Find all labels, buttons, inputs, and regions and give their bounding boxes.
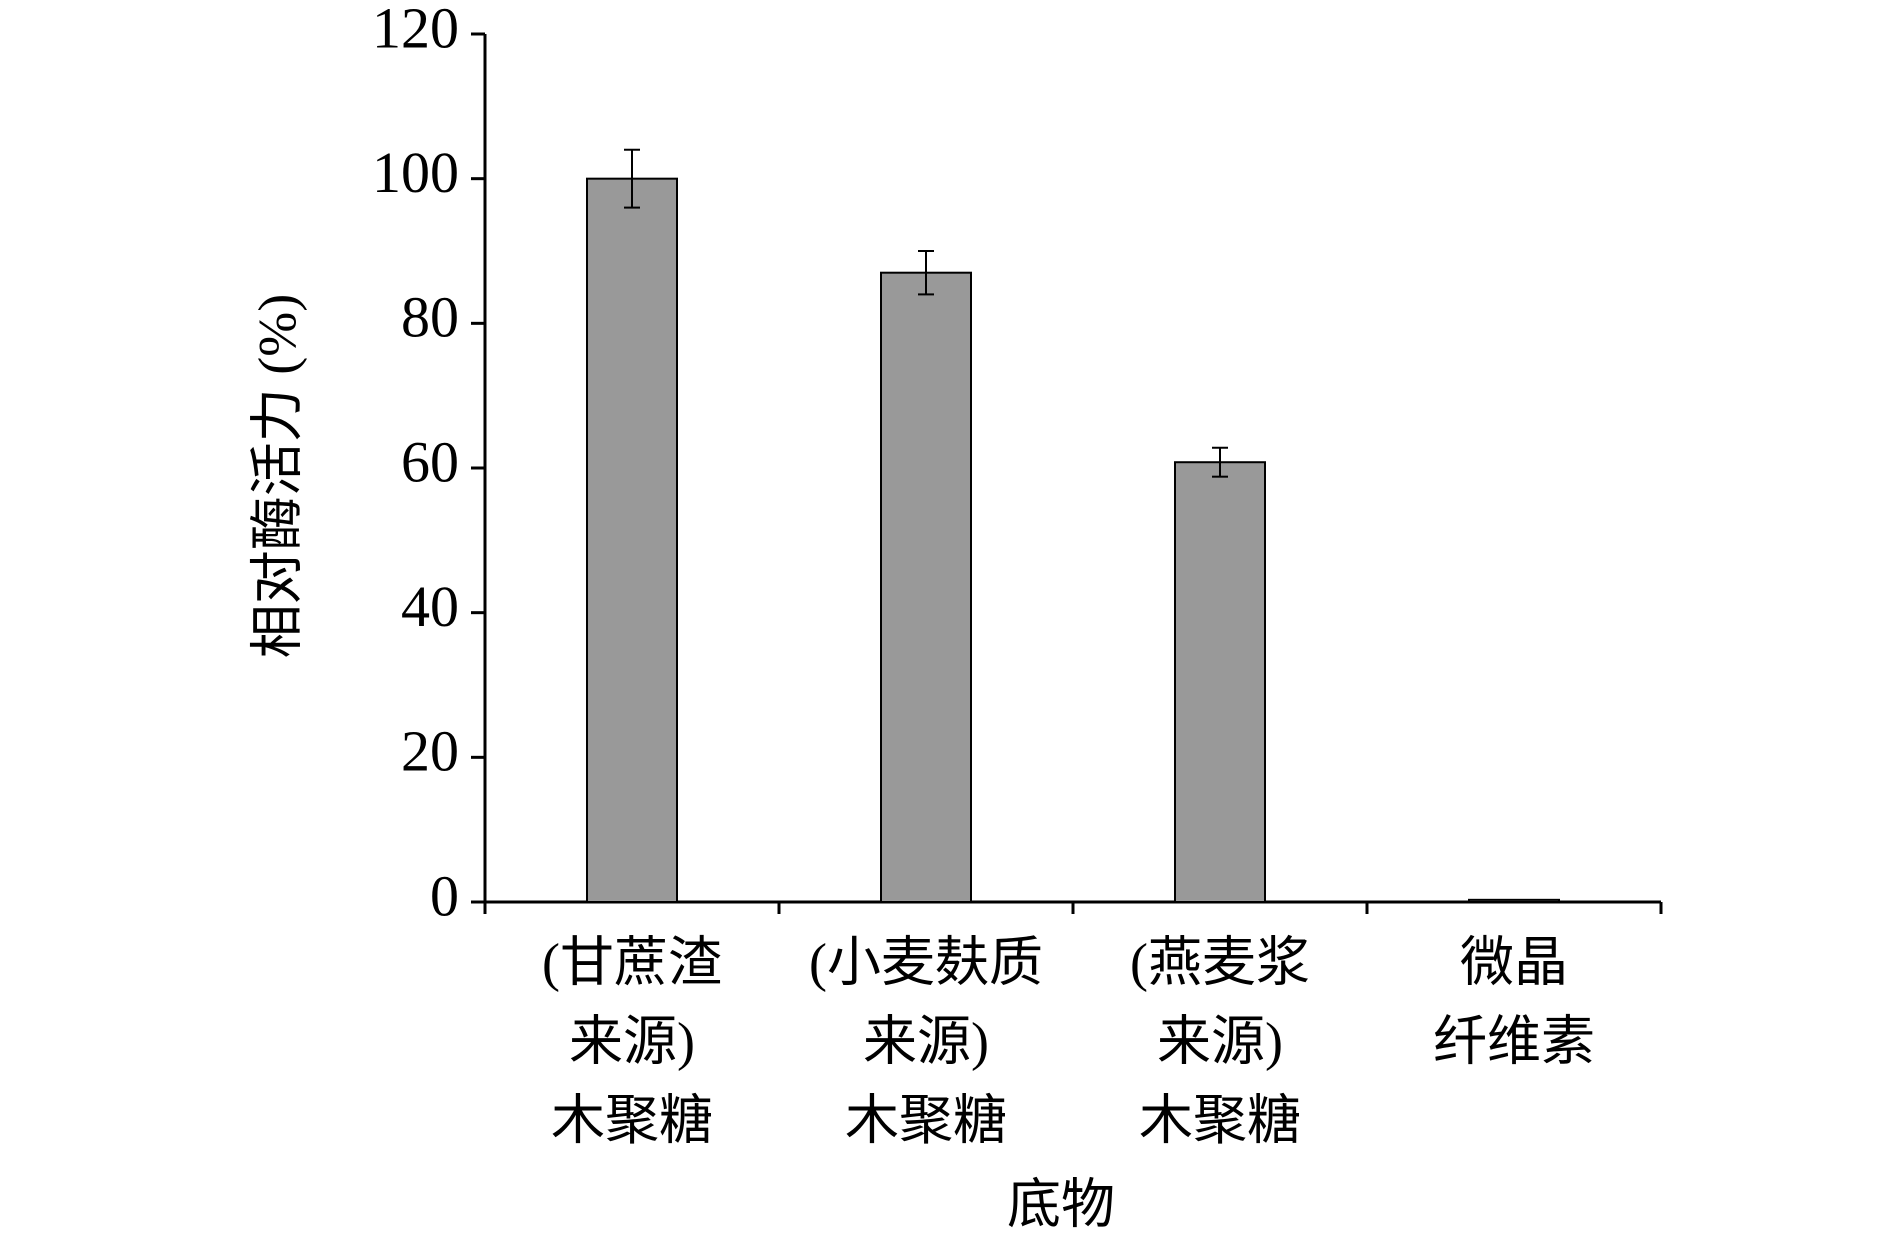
- bar: [1174, 461, 1266, 903]
- bar: [1468, 898, 1560, 904]
- y-tick-label: 120: [372, 0, 459, 60]
- error-bar: [624, 148, 640, 209]
- bar: [586, 177, 678, 903]
- x-tick-label: 纤维素: [1433, 1011, 1595, 1071]
- y-tick-label: 60: [401, 429, 459, 494]
- x-tick-label: 微晶: [1460, 932, 1568, 992]
- error-bar: [1212, 446, 1228, 478]
- y-tick-label: 20: [401, 719, 459, 784]
- x-tick-label: (甘蔗渣: [542, 932, 722, 992]
- x-axis-label: 底物: [1007, 1174, 1115, 1234]
- y-tick-label: 0: [430, 863, 459, 928]
- x-tick-label: (燕麦浆: [1130, 932, 1310, 992]
- y-tick-label: 40: [401, 574, 459, 639]
- bar: [880, 271, 972, 903]
- x-tick-label: 木聚糖: [551, 1090, 713, 1150]
- y-tick-label: 80: [401, 285, 459, 350]
- error-bar: [918, 250, 934, 296]
- y-tick-label: 100: [372, 140, 459, 205]
- x-tick-label: 来源): [569, 1011, 695, 1071]
- x-tick-label: (小麦麸质: [809, 932, 1043, 992]
- x-tick-label: 木聚糖: [845, 1090, 1007, 1150]
- x-tick-label: 来源): [1157, 1011, 1283, 1071]
- x-tick-label: 来源): [863, 1011, 989, 1071]
- y-axis-label: 相对酶活力 (%): [247, 294, 307, 658]
- x-tick-label: 木聚糖: [1139, 1090, 1301, 1150]
